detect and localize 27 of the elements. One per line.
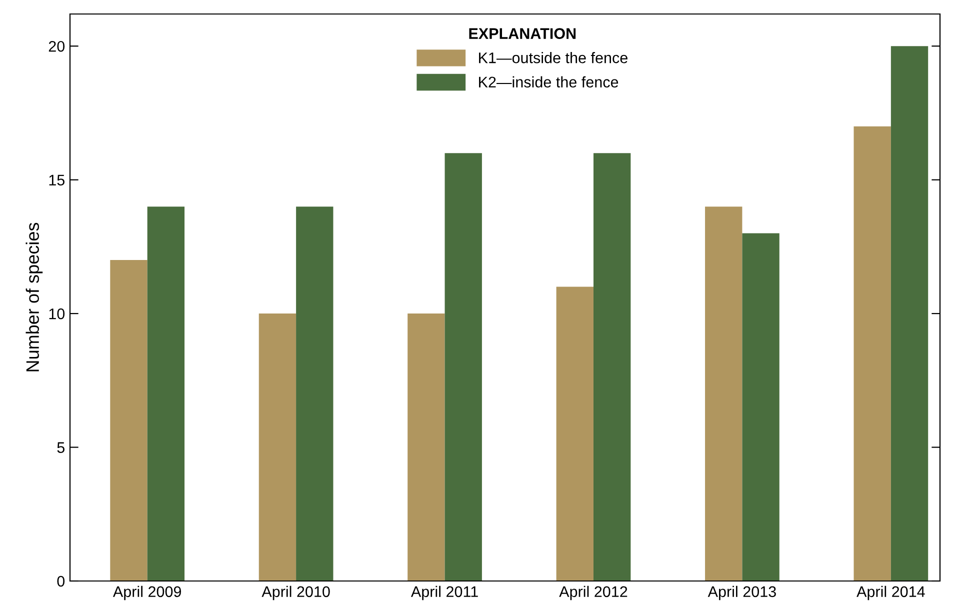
x-tick-label: April 2010	[262, 586, 330, 600]
y-tick-label: 10	[49, 308, 65, 320]
y-axis-title: Number of species	[26, 222, 43, 372]
bar	[258, 314, 296, 581]
bar	[444, 153, 482, 581]
bar	[147, 206, 185, 581]
y-tick-label: 0	[57, 576, 65, 587]
bar	[556, 286, 594, 581]
legend-label: K2—inside the fence	[479, 76, 618, 88]
bar	[854, 126, 891, 581]
x-tick-label: April 2014	[856, 586, 925, 600]
bar	[593, 153, 631, 581]
bar	[890, 46, 928, 581]
bar	[110, 260, 148, 581]
x-tick-label: April 2013	[708, 586, 776, 600]
x-tick-label: April 2011	[410, 586, 478, 600]
y-tick-label: 5	[57, 442, 64, 453]
bar	[705, 206, 742, 581]
bar	[408, 314, 445, 581]
bar	[296, 206, 334, 581]
bar	[742, 233, 780, 581]
x-tick-label: April 2012	[559, 586, 628, 600]
legend-label: K1—outside the fence	[479, 52, 628, 64]
x-tick-label: April 2009	[112, 586, 182, 600]
y-tick-label: 15	[49, 174, 64, 186]
y-tick-label: 20	[48, 40, 65, 52]
legend-title: EXPLANATION	[469, 28, 576, 39]
